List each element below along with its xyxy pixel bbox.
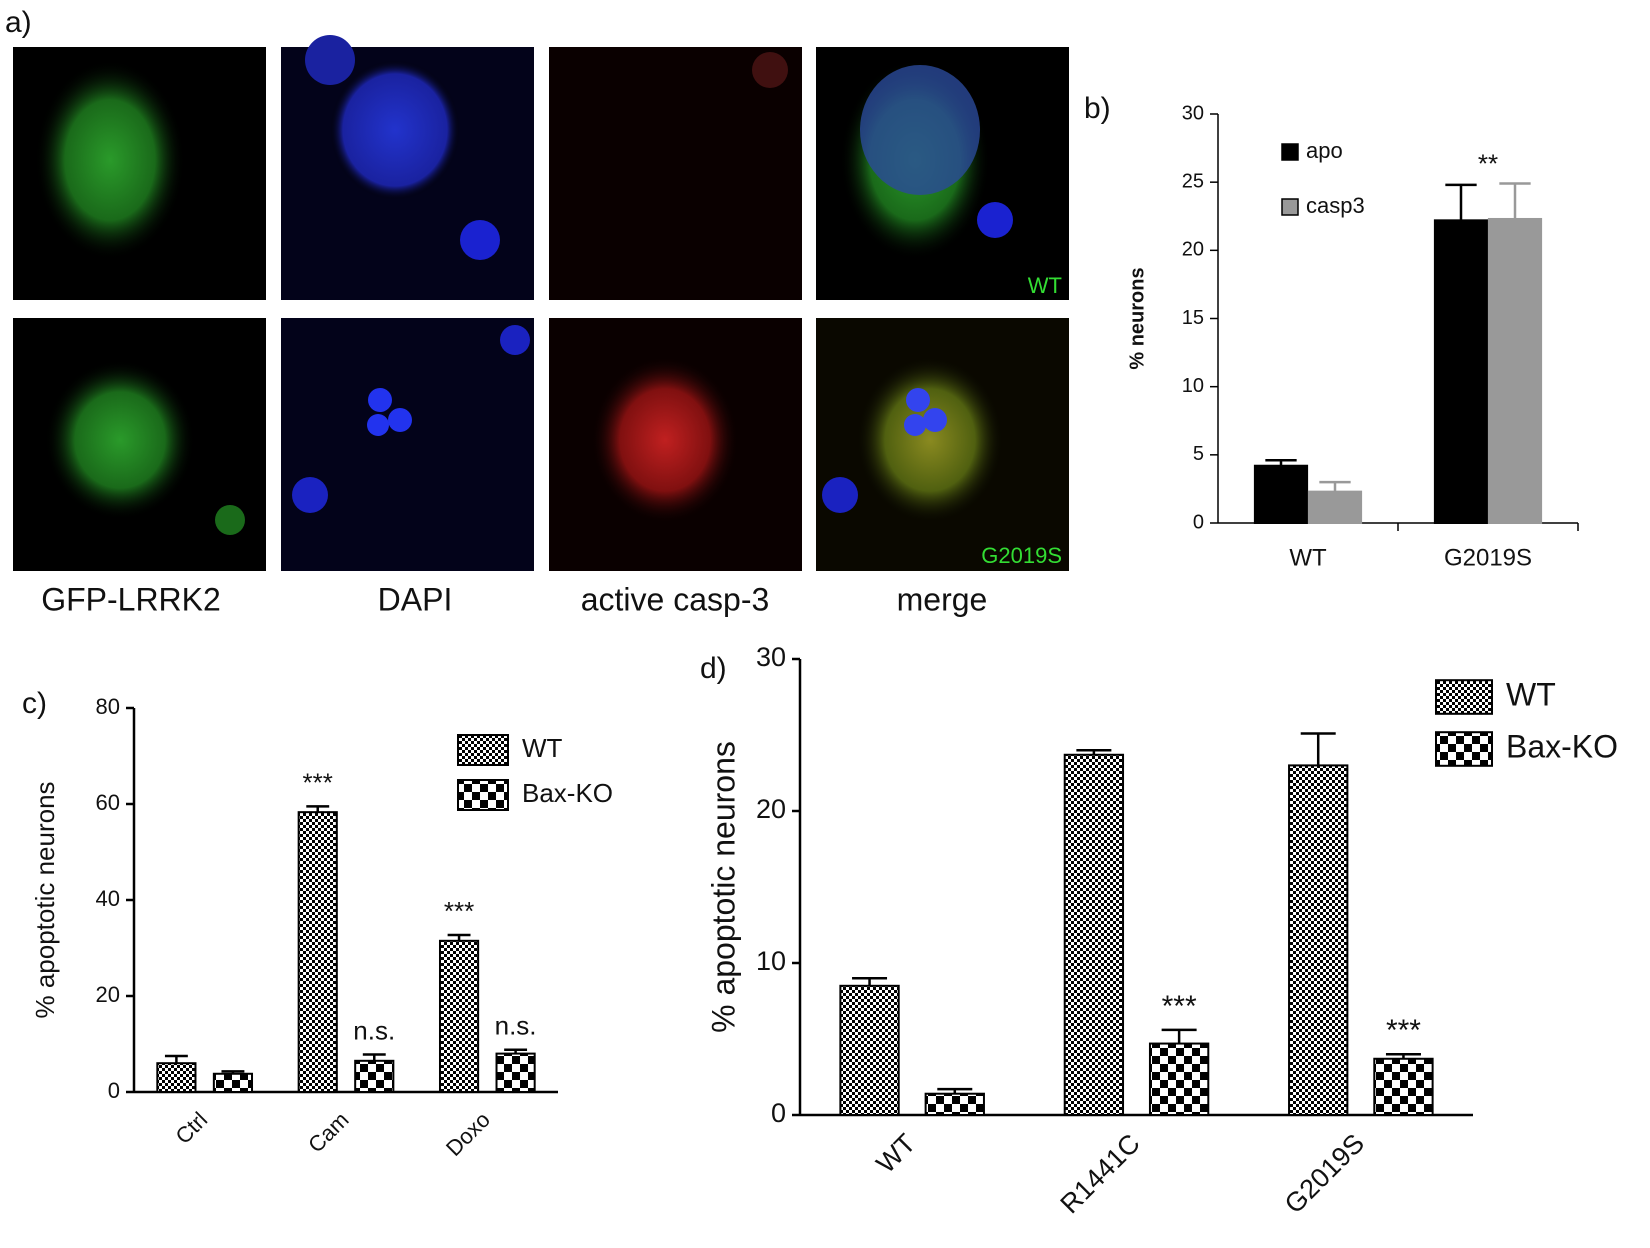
y-tick-label: 30 xyxy=(756,642,786,672)
legend-label: casp3 xyxy=(1306,193,1365,218)
x-tick-label: Ctrl xyxy=(170,1107,212,1149)
bar xyxy=(1487,217,1543,525)
legend-label: Bax-KO xyxy=(522,778,613,808)
bar xyxy=(212,1072,254,1094)
error-bar xyxy=(1445,183,1477,221)
legend-label: WT xyxy=(1506,676,1556,712)
annotation: n.s. xyxy=(353,1015,395,1045)
row-label: WT xyxy=(1028,273,1062,298)
column-label: active casp-3 xyxy=(581,581,770,617)
y-tick-label: 0 xyxy=(108,1078,120,1103)
error-bar xyxy=(221,1070,245,1074)
legend-marker xyxy=(1435,679,1493,715)
error-bar xyxy=(362,1053,386,1061)
bar xyxy=(156,1062,197,1093)
y-tick-label: 15 xyxy=(1182,307,1204,329)
y-tick-label: 20 xyxy=(756,794,786,824)
error-bar xyxy=(852,976,888,986)
x-tick-label: G2019S xyxy=(1279,1128,1370,1219)
y-tick-label: 80 xyxy=(96,694,120,719)
bar xyxy=(839,984,900,1116)
bar xyxy=(924,1092,985,1116)
x-tick-label: WT xyxy=(871,1128,922,1179)
legend-marker xyxy=(457,779,509,811)
legend-marker xyxy=(457,734,509,766)
bar xyxy=(1063,753,1125,1116)
bar xyxy=(1288,764,1349,1117)
error-bar xyxy=(1265,459,1297,466)
column-label: DAPI xyxy=(378,581,453,617)
error-bar xyxy=(1076,748,1112,755)
error-bar xyxy=(1319,480,1351,492)
bar xyxy=(297,811,338,1093)
y-axis-label: % neurons xyxy=(1126,267,1148,369)
error-bar xyxy=(1300,732,1336,766)
x-tick-label: R1441C xyxy=(1055,1128,1146,1219)
y-axis-label: % apoptotic neurons xyxy=(30,781,60,1018)
error-bar xyxy=(447,933,471,941)
y-tick-label: 60 xyxy=(96,790,120,815)
legend-marker xyxy=(1435,731,1493,767)
annotation: *** xyxy=(303,767,333,797)
legend-label: apo xyxy=(1306,138,1343,163)
panel-label: b) xyxy=(1084,92,1111,125)
error-bar xyxy=(306,805,330,813)
x-tick-label: Cam xyxy=(303,1107,354,1158)
y-tick-label: 5 xyxy=(1193,443,1204,465)
error-bar xyxy=(164,1054,188,1064)
column-label: merge xyxy=(897,581,988,617)
y-tick-label: 20 xyxy=(1182,239,1204,261)
y-tick-label: 40 xyxy=(96,886,120,911)
x-tick-label: Doxo xyxy=(441,1107,495,1161)
bar xyxy=(1148,1042,1210,1117)
bar xyxy=(1307,490,1363,525)
panel-label: a) xyxy=(5,6,32,39)
legend-label: Bax-KO xyxy=(1506,728,1618,764)
panel-label: c) xyxy=(22,687,47,720)
error-bar xyxy=(1161,1028,1197,1044)
bar xyxy=(438,939,480,1093)
y-tick-label: 10 xyxy=(1182,375,1204,397)
y-tick-label: 0 xyxy=(1193,511,1204,533)
y-tick-label: 20 xyxy=(96,982,120,1007)
y-tick-label: 25 xyxy=(1182,170,1204,192)
error-bar xyxy=(937,1087,973,1094)
bar xyxy=(354,1059,395,1094)
x-tick-label: G2019S xyxy=(1444,544,1532,571)
error-bar xyxy=(1385,1052,1421,1059)
micrographs xyxy=(13,35,1069,571)
row-label: G2019S xyxy=(981,543,1062,568)
bar xyxy=(1253,464,1309,524)
annotation: *** xyxy=(1386,1014,1421,1047)
y-axis-label: % apoptotic neurons xyxy=(705,741,741,1033)
annotation: ** xyxy=(1478,148,1498,178)
error-bar xyxy=(1499,182,1531,219)
bar xyxy=(1373,1057,1434,1117)
panel-label: d) xyxy=(700,652,727,685)
legend-marker xyxy=(1281,198,1299,216)
legend-label: WT xyxy=(522,733,563,763)
annotation: *** xyxy=(1162,990,1197,1023)
annotation: *** xyxy=(444,896,474,926)
bar xyxy=(1433,219,1489,524)
y-tick-label: 30 xyxy=(1182,102,1204,124)
error-bar xyxy=(504,1048,528,1054)
x-tick-label: WT xyxy=(1289,544,1327,571)
annotation: n.s. xyxy=(495,1011,537,1041)
bar xyxy=(495,1052,536,1093)
column-label: GFP-LRRK2 xyxy=(41,581,221,617)
y-tick-label: 10 xyxy=(756,946,786,976)
legend-marker xyxy=(1281,143,1299,161)
y-tick-label: 0 xyxy=(771,1098,786,1128)
